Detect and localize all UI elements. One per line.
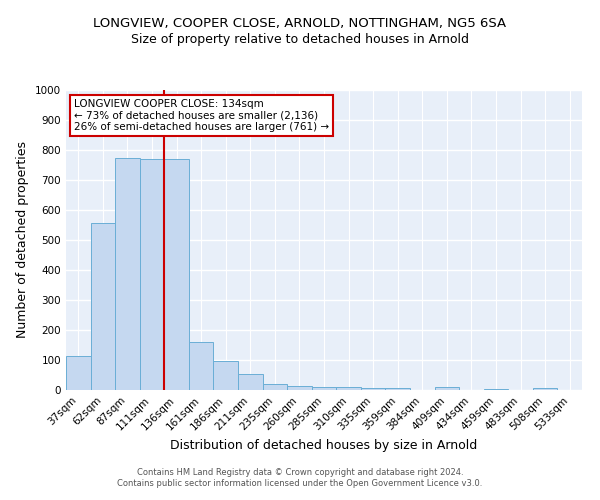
Bar — [214, 360, 238, 390]
Bar — [484, 388, 508, 390]
Bar — [263, 384, 287, 390]
Text: LONGVIEW COOPER CLOSE: 134sqm
← 73% of detached houses are smaller (2,136)
26% o: LONGVIEW COOPER CLOSE: 134sqm ← 73% of d… — [74, 99, 329, 132]
Text: Size of property relative to detached houses in Arnold: Size of property relative to detached ho… — [131, 32, 469, 46]
Bar — [336, 387, 361, 390]
Bar — [189, 342, 214, 390]
Text: LONGVIEW, COOPER CLOSE, ARNOLD, NOTTINGHAM, NG5 6SA: LONGVIEW, COOPER CLOSE, ARNOLD, NOTTINGH… — [94, 18, 506, 30]
Bar — [164, 159, 189, 390]
Y-axis label: Number of detached properties: Number of detached properties — [16, 142, 29, 338]
Text: Contains HM Land Registry data © Crown copyright and database right 2024.
Contai: Contains HM Land Registry data © Crown c… — [118, 468, 482, 487]
X-axis label: Distribution of detached houses by size in Arnold: Distribution of detached houses by size … — [170, 438, 478, 452]
Bar — [434, 387, 459, 390]
Bar — [91, 222, 115, 390]
Bar — [385, 388, 410, 390]
Bar — [312, 387, 336, 390]
Bar — [140, 159, 164, 390]
Bar — [238, 374, 263, 390]
Bar — [66, 356, 91, 390]
Bar — [287, 386, 312, 390]
Bar — [115, 158, 140, 390]
Bar — [361, 388, 385, 390]
Bar — [533, 388, 557, 390]
